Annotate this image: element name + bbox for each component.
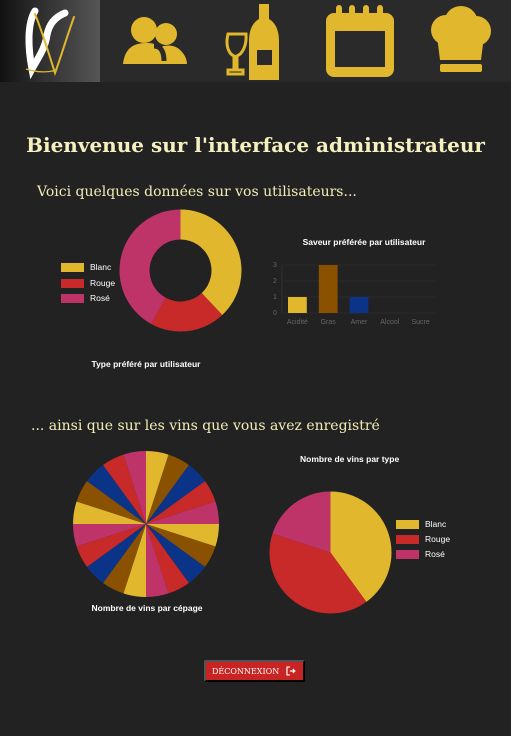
flavor-category-label-1: Acidité — [287, 319, 308, 326]
grape-slice-1 — [146, 451, 169, 524]
wine-type-legend-swatch-rouge — [396, 535, 419, 544]
grape-slice-16 — [73, 501, 146, 524]
grape-slice-7 — [146, 524, 216, 567]
flavor-y-tick-3: 3 — [273, 262, 277, 269]
wine-type-legend-swatch-rose — [396, 550, 419, 559]
user-type-slice-1 — [180, 209, 242, 315]
flavor-category-label-3: Amer — [351, 319, 368, 326]
wine-type-legend-label-rouge: Rouge — [425, 534, 451, 544]
grape-pie-chart — [73, 451, 219, 597]
grape-slice-20 — [123, 451, 146, 524]
legend-label-rouge: Rouge — [90, 278, 116, 288]
grape-slice-14 — [76, 524, 146, 567]
grape-slice-6 — [146, 524, 219, 547]
flavor-y-tick-1: 1 — [273, 294, 277, 301]
logout-button[interactable]: DÉCONNEXION — [204, 660, 305, 682]
wine-type-legend-label-blanc: Blanc — [425, 519, 447, 529]
grape-slice-5 — [146, 501, 219, 524]
user-type-chart-title: Type préféré par utilisateur — [91, 359, 201, 369]
wine-type-chart-title: Nombre de vins par type — [300, 454, 400, 464]
nav-users-button[interactable] — [108, 0, 200, 82]
wine-icon — [225, 4, 279, 80]
user-type-donut-chart — [119, 209, 242, 332]
grape-chart-title: Nombre de vins par cépage — [91, 603, 203, 613]
logout-label: DÉCONNEXION — [212, 666, 280, 676]
grape-slice-12 — [103, 524, 146, 594]
flavor-bar-2 — [318, 265, 338, 313]
users-icon — [123, 17, 187, 64]
vinotheque-logo[interactable] — [0, 0, 100, 82]
grape-slice-11 — [123, 524, 146, 597]
user-type-slice-3 — [119, 209, 181, 324]
page-title: Bienvenue sur l'interface administrateur — [26, 133, 485, 158]
nav-recipes-button[interactable] — [421, 0, 499, 82]
grape-slice-13 — [86, 524, 146, 584]
top-navigation — [0, 0, 511, 82]
user-type-slice-2 — [151, 293, 223, 332]
wine-type-slice-3 — [272, 491, 331, 553]
legend-swatch-rose — [61, 294, 84, 303]
grape-slice-15 — [73, 524, 146, 547]
wine-type-slice-2 — [269, 533, 367, 614]
flavor-bar-3 — [349, 297, 369, 313]
wine-type-legend-swatch-blanc — [396, 520, 419, 529]
grape-slice-18 — [86, 464, 146, 524]
flavor-chart-title: Saveur préférée par utilisateur — [302, 237, 426, 247]
grape-slice-3 — [146, 464, 206, 524]
grape-slice-19 — [103, 454, 146, 524]
vinotheque-logo-icon — [25, 7, 75, 80]
logout-icon — [286, 666, 296, 676]
wine-type-slice-1 — [330, 491, 392, 602]
wine-type-pie-chart — [269, 491, 392, 614]
legend-label-blanc: Blanc — [90, 262, 112, 272]
legend-swatch-rouge — [61, 279, 84, 288]
grape-slice-4 — [146, 481, 216, 524]
calendar-icon — [326, 5, 394, 77]
flavor-y-tick-2: 2 — [273, 278, 277, 285]
flavor-category-label-4: Alcool — [380, 319, 400, 326]
flavor-category-label-5: Sucre — [411, 319, 429, 326]
legend-swatch-blanc — [61, 263, 84, 272]
flavor-bar-chart: 3 2 1 0 Acidité Gras Amer Alcool Sucre — [273, 262, 436, 326]
grape-slice-9 — [146, 524, 189, 594]
nav-wine-button[interactable] — [217, 0, 287, 82]
grape-slice-10 — [146, 524, 169, 597]
grape-slice-17 — [76, 481, 146, 524]
nav-calendar-button[interactable] — [315, 0, 403, 82]
flavor-category-label-2: Gras — [321, 319, 337, 326]
flavor-bar-1 — [288, 297, 307, 313]
flavor-y-tick-0: 0 — [273, 310, 277, 317]
wines-subtitle: ... ainsi que sur les vins que vous avez… — [31, 418, 380, 434]
wine-type-legend-label-rose: Rosé — [425, 549, 445, 559]
users-subtitle: Voici quelques données sur vos utilisate… — [37, 184, 357, 200]
grape-slice-8 — [146, 524, 206, 584]
chef-hat-icon — [431, 6, 491, 72]
grape-slice-2 — [146, 454, 189, 524]
legend-label-rose: Rosé — [90, 293, 110, 303]
